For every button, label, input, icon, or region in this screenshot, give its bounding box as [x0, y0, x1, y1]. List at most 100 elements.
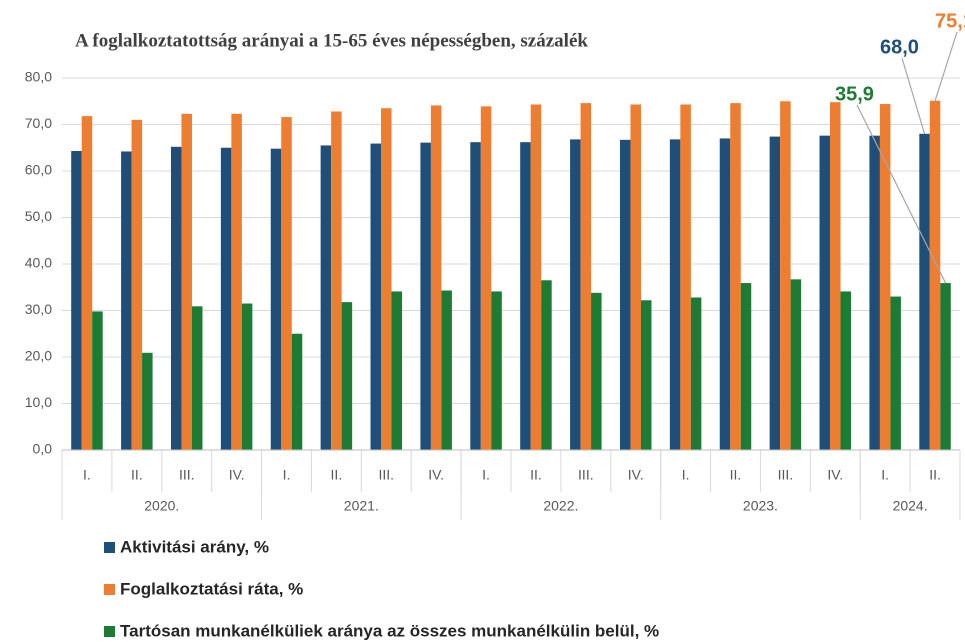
bar — [71, 151, 82, 450]
group-label: 2021. — [344, 498, 379, 514]
y-tick-label: 80,0 — [25, 69, 52, 85]
leader-line — [934, 31, 958, 101]
x-tick-label: I. — [881, 467, 889, 483]
x-tick-label: I. — [83, 467, 91, 483]
data-label: 35,9 — [835, 83, 874, 105]
x-tick-label: II. — [530, 467, 542, 483]
x-tick-label: II. — [730, 467, 742, 483]
bar — [890, 296, 901, 450]
bar — [181, 113, 192, 451]
bar — [131, 119, 143, 450]
bar — [929, 100, 941, 450]
bar — [830, 102, 841, 451]
x-tick-label: II. — [331, 467, 343, 483]
bar — [730, 103, 741, 451]
data-label: 75,1 — [935, 10, 965, 32]
legend-swatch — [104, 584, 115, 595]
bar — [940, 283, 951, 450]
group-label: 2023. — [743, 498, 778, 514]
bar — [142, 352, 153, 450]
bar — [281, 117, 292, 450]
group-label: 2020. — [144, 498, 179, 514]
bar — [520, 142, 531, 451]
data-label: 68,0 — [880, 36, 919, 58]
bar — [591, 292, 602, 450]
bar — [480, 106, 492, 451]
group-label: 2024. — [893, 498, 928, 514]
bar — [630, 104, 641, 450]
bar — [220, 147, 232, 450]
leader-line — [901, 57, 926, 134]
legend-label: Foglalkoztatási ráta, % — [120, 579, 303, 598]
bar — [491, 291, 502, 450]
x-tick-label: I. — [283, 467, 291, 483]
x-tick-label: I. — [682, 467, 690, 483]
bar — [640, 300, 652, 450]
bar — [441, 290, 452, 450]
bar — [570, 139, 581, 450]
x-tick-label: III. — [378, 467, 394, 483]
bar — [191, 306, 203, 450]
x-tick-label: II. — [929, 467, 941, 483]
bar — [470, 142, 481, 451]
bar — [381, 108, 392, 450]
bar — [241, 303, 253, 450]
bar — [719, 138, 731, 450]
group-label: 2022. — [543, 498, 578, 514]
y-tick-label: 30,0 — [25, 301, 52, 317]
bar — [869, 135, 880, 450]
x-tick-label: IV. — [428, 467, 444, 483]
bar — [680, 104, 691, 450]
bar — [819, 135, 831, 450]
y-tick-label: 60,0 — [25, 162, 52, 178]
bar — [170, 146, 182, 450]
bar — [769, 136, 781, 450]
y-tick-label: 10,0 — [25, 394, 52, 410]
bar — [619, 139, 631, 450]
chart-title: A foglalkoztatottság arányai a 15-65 éve… — [75, 30, 588, 51]
bar — [580, 103, 592, 451]
y-tick-label: 0,0 — [33, 441, 53, 457]
bar — [541, 280, 552, 450]
bar — [840, 291, 852, 450]
bar — [740, 283, 752, 450]
x-tick-label: IV. — [229, 467, 245, 483]
bar — [270, 148, 282, 450]
y-tick-label: 50,0 — [25, 208, 52, 224]
bar — [291, 333, 303, 450]
legend-label: Aktivitási arány, % — [120, 537, 269, 556]
bar — [81, 116, 93, 450]
y-tick-label: 40,0 — [25, 255, 52, 271]
x-tick-label: I. — [482, 467, 490, 483]
bar — [121, 151, 132, 450]
x-tick-label: II. — [131, 467, 143, 483]
x-tick-label: III. — [179, 467, 195, 483]
bar — [370, 143, 382, 450]
bar — [231, 113, 242, 451]
bar — [331, 111, 342, 450]
leader-line — [856, 104, 947, 284]
x-tick-label: IV. — [628, 467, 644, 483]
legend-swatch — [104, 542, 115, 553]
y-tick-label: 70,0 — [25, 115, 52, 131]
bar — [430, 105, 442, 450]
x-tick-label: III. — [778, 467, 794, 483]
bar — [919, 133, 930, 451]
bar — [320, 145, 332, 451]
x-tick-label: IV. — [827, 467, 843, 483]
legend-label: Tartósan munkanélküliek aránya az összes… — [120, 621, 659, 640]
bar — [780, 101, 791, 450]
bar — [690, 297, 702, 450]
y-tick-label: 20,0 — [25, 348, 52, 364]
x-tick-label: III. — [578, 467, 594, 483]
bar — [530, 104, 542, 450]
bar — [341, 302, 353, 450]
bar — [879, 104, 891, 450]
legend-swatch — [104, 626, 115, 637]
bar — [790, 279, 802, 450]
bar — [669, 139, 681, 450]
bar — [92, 311, 103, 450]
bar — [391, 291, 403, 450]
bar — [420, 142, 431, 450]
